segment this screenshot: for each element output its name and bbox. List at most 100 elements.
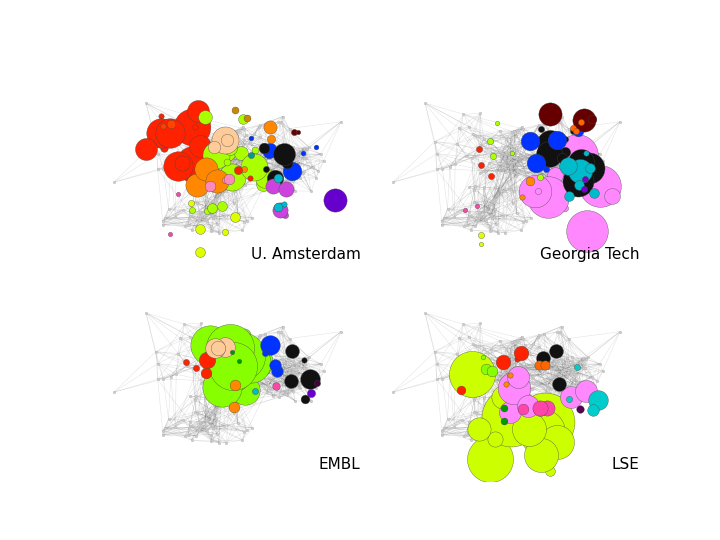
Point — [456, 206, 467, 214]
Point — [287, 368, 299, 377]
Point — [241, 360, 253, 369]
Point — [174, 124, 186, 132]
Point — [266, 384, 278, 393]
Point — [562, 381, 574, 390]
Point — [238, 141, 249, 150]
Point — [474, 109, 486, 118]
Point — [294, 172, 305, 181]
Point — [575, 405, 586, 414]
Point — [563, 124, 575, 133]
Point — [220, 144, 231, 152]
Point — [569, 151, 580, 160]
Point — [486, 423, 498, 432]
Point — [219, 227, 230, 236]
Point — [289, 368, 300, 376]
Point — [190, 407, 202, 416]
Point — [273, 328, 284, 336]
Point — [575, 166, 586, 175]
Point — [500, 148, 511, 157]
Point — [534, 155, 546, 164]
Point — [219, 146, 230, 154]
Point — [225, 359, 237, 367]
Point — [184, 182, 196, 191]
Point — [201, 217, 212, 226]
Point — [264, 151, 276, 160]
Point — [594, 360, 606, 368]
Point — [225, 153, 237, 162]
Point — [491, 119, 503, 127]
Point — [451, 139, 463, 148]
Point — [518, 218, 529, 226]
Point — [284, 334, 295, 343]
Point — [266, 365, 277, 374]
Point — [526, 213, 537, 222]
Point — [523, 402, 534, 410]
Point — [298, 144, 310, 153]
Point — [287, 160, 298, 168]
Point — [254, 330, 266, 339]
Point — [287, 155, 299, 164]
Point — [220, 364, 232, 373]
Point — [223, 156, 235, 164]
Point — [191, 182, 202, 191]
Point — [479, 198, 490, 206]
Point — [614, 327, 626, 336]
Point — [479, 215, 490, 224]
Point — [577, 354, 588, 362]
Point — [539, 361, 551, 370]
Point — [488, 194, 500, 203]
Point — [266, 150, 278, 158]
Point — [580, 175, 591, 184]
Point — [227, 167, 238, 176]
Point — [520, 426, 531, 435]
Point — [429, 347, 441, 356]
Point — [150, 137, 161, 146]
Point — [310, 173, 322, 182]
Point — [259, 120, 271, 129]
Point — [253, 332, 264, 341]
Point — [248, 374, 259, 382]
Point — [494, 126, 505, 135]
Point — [210, 404, 221, 413]
Point — [299, 364, 310, 373]
Point — [436, 221, 447, 230]
Point — [210, 343, 221, 352]
Point — [568, 187, 580, 195]
Point — [264, 148, 275, 157]
Point — [300, 154, 312, 163]
Point — [473, 208, 485, 217]
Point — [192, 199, 203, 207]
Point — [553, 162, 564, 171]
Point — [584, 397, 595, 406]
Point — [184, 423, 195, 432]
Point — [475, 231, 487, 239]
Point — [559, 156, 570, 165]
Point — [272, 202, 284, 211]
Point — [152, 149, 163, 158]
Point — [555, 355, 567, 364]
Point — [311, 379, 323, 387]
Point — [502, 156, 513, 164]
Point — [281, 185, 292, 193]
Point — [226, 185, 238, 193]
Point — [508, 378, 520, 387]
Point — [510, 131, 521, 140]
Point — [517, 334, 528, 343]
Point — [505, 142, 517, 151]
Point — [534, 404, 546, 413]
Point — [273, 393, 284, 402]
Point — [218, 212, 230, 220]
Point — [438, 214, 449, 222]
Point — [278, 199, 289, 208]
Point — [215, 392, 227, 400]
Point — [436, 375, 448, 383]
Point — [140, 309, 152, 318]
Point — [466, 363, 477, 372]
Point — [227, 362, 238, 370]
Point — [230, 157, 242, 166]
Point — [498, 354, 510, 362]
Point — [266, 148, 277, 157]
Point — [559, 147, 571, 156]
Point — [228, 361, 239, 370]
Point — [220, 167, 231, 176]
